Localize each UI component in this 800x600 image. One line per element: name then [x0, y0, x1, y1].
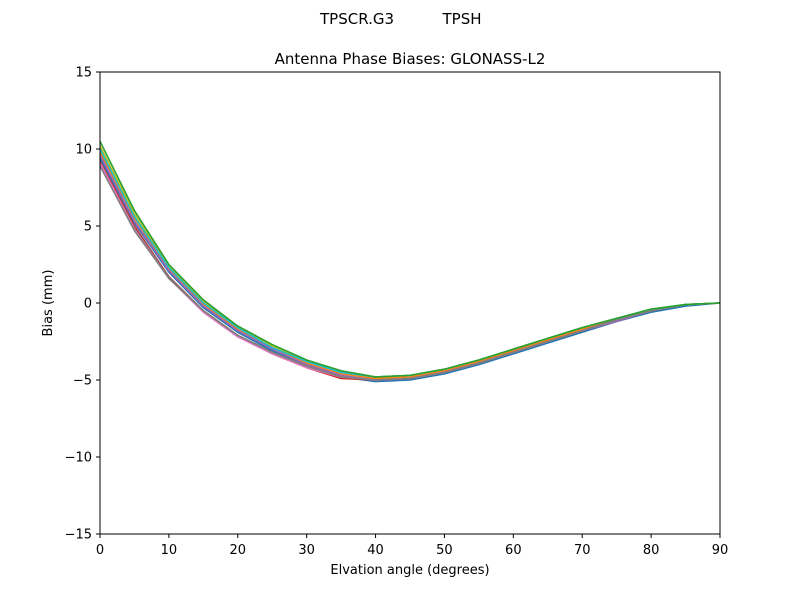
x-tick-label: 40 — [367, 543, 384, 558]
x-tick-label: 80 — [643, 543, 660, 558]
y-tick-label: 15 — [75, 66, 92, 81]
x-tick-label: 70 — [574, 543, 591, 558]
x-axis-ticks: 0 10 20 30 40 50 60 70 80 90 — [96, 534, 728, 558]
x-tick-label: 50 — [436, 543, 453, 558]
y-axis-ticks: 15 10 5 0 −5 −10 −15 — [65, 66, 100, 543]
y-tick-label: 5 — [84, 220, 92, 235]
y-tick-label: −5 — [73, 374, 92, 389]
suptitle-right: TPSH — [441, 10, 481, 28]
y-tick-label: −10 — [65, 451, 92, 466]
x-tick-label: 60 — [505, 543, 522, 558]
suptitle-left: TPSCR.G3 — [319, 10, 394, 28]
y-axis-label: Bias (mm) — [41, 270, 56, 337]
y-tick-label: 10 — [75, 143, 92, 158]
y-tick-label: −15 — [65, 528, 92, 543]
chart-title: Antenna Phase Biases: GLONASS-L2 — [275, 50, 546, 68]
x-tick-label: 90 — [712, 543, 729, 558]
x-tick-label: 0 — [96, 543, 104, 558]
series-line-10 — [99, 140, 721, 378]
x-tick-label: 30 — [298, 543, 315, 558]
y-tick-label: 0 — [84, 297, 92, 312]
series-layer — [99, 140, 721, 383]
x-axis-label: Elvation angle (degrees) — [330, 563, 489, 578]
x-tick-label: 10 — [161, 543, 178, 558]
series-line-7 — [99, 165, 721, 381]
x-tick-label: 20 — [230, 543, 247, 558]
